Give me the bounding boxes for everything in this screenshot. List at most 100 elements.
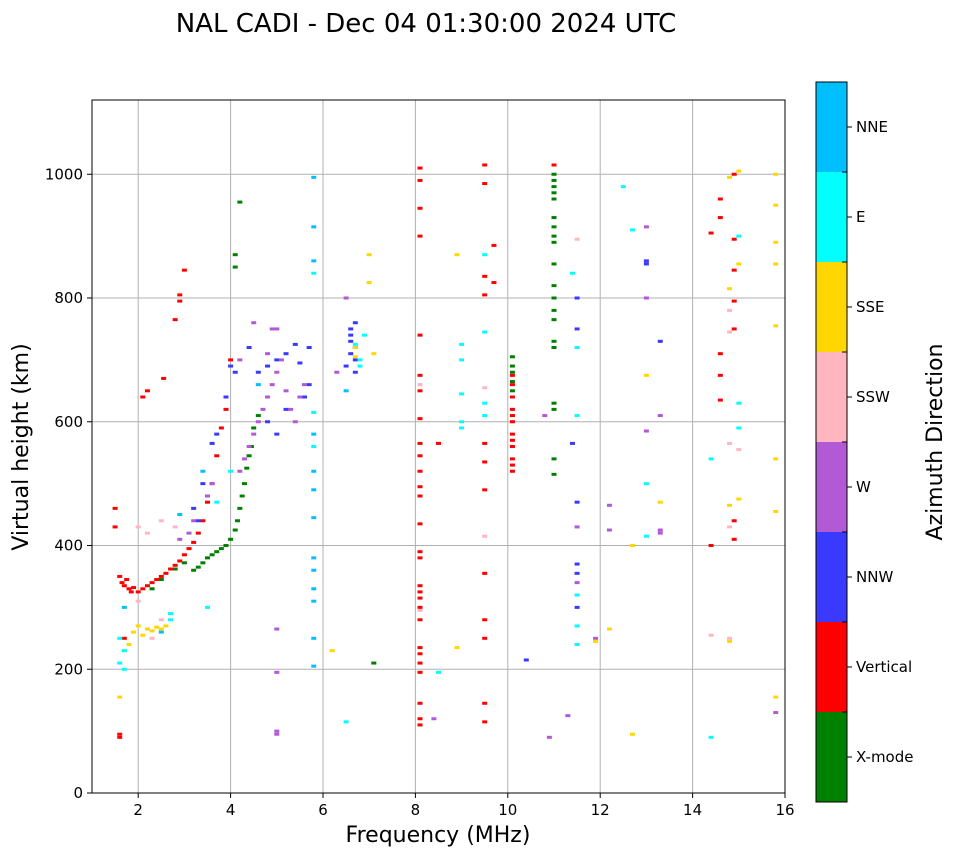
data-point — [218, 547, 224, 551]
data-point — [357, 364, 363, 368]
data-point — [773, 240, 779, 244]
data-point — [509, 370, 515, 374]
data-point — [727, 503, 733, 507]
data-point — [417, 522, 423, 526]
data-point — [551, 401, 557, 405]
data-point — [144, 389, 150, 393]
data-point — [717, 373, 723, 377]
data-point — [417, 234, 423, 238]
data-point — [593, 639, 599, 643]
data-point — [551, 225, 557, 229]
colorbar-segment — [816, 532, 847, 622]
data-point — [214, 500, 220, 504]
data-point — [551, 318, 557, 322]
data-point — [265, 395, 271, 399]
series-e — [117, 185, 742, 739]
data-point — [736, 234, 742, 238]
data-point — [311, 636, 317, 640]
y-tick-label: 600 — [54, 413, 83, 431]
data-point — [727, 639, 733, 643]
data-point — [274, 370, 280, 374]
data-point — [551, 407, 557, 411]
data-point — [551, 262, 557, 266]
data-point — [255, 414, 261, 418]
data-point — [366, 281, 372, 285]
data-point — [482, 618, 488, 622]
data-point — [417, 441, 423, 445]
data-point — [306, 383, 312, 387]
data-point — [431, 717, 437, 721]
data-point — [348, 333, 354, 337]
data-point — [214, 454, 220, 458]
data-point — [551, 178, 557, 182]
data-point — [565, 714, 571, 718]
data-point — [117, 636, 123, 640]
data-point — [551, 234, 557, 238]
data-point — [551, 191, 557, 195]
data-point — [417, 550, 423, 554]
data-point — [482, 401, 488, 405]
data-point — [731, 172, 737, 176]
data-point — [241, 457, 247, 461]
data-point — [459, 358, 465, 362]
x-tick-label: 6 — [318, 801, 328, 819]
data-point — [454, 253, 460, 257]
data-point — [161, 376, 167, 380]
data-point — [191, 519, 197, 523]
data-point — [135, 624, 141, 628]
data-point — [292, 342, 298, 346]
data-point — [209, 441, 215, 445]
data-point — [149, 629, 155, 633]
data-point — [144, 584, 150, 588]
data-point — [200, 482, 206, 486]
data-point — [244, 466, 250, 470]
data-point — [551, 172, 557, 176]
data-point — [509, 463, 515, 467]
data-point — [121, 667, 127, 671]
data-point — [482, 163, 488, 167]
data-point — [417, 661, 423, 665]
data-point — [574, 571, 580, 575]
colorbar-tick-label: X-mode — [856, 748, 913, 766]
data-point — [417, 701, 423, 705]
data-point — [168, 618, 174, 622]
data-point — [228, 364, 234, 368]
data-point — [251, 321, 257, 325]
data-point — [172, 567, 178, 571]
data-point — [482, 386, 488, 390]
data-point — [209, 553, 215, 557]
data-point — [773, 711, 779, 715]
data-point — [643, 225, 649, 229]
data-point — [348, 339, 354, 343]
data-point — [237, 358, 243, 362]
data-point — [717, 216, 723, 220]
data-point — [177, 559, 183, 563]
colorbar-tick-label: E — [856, 208, 865, 226]
data-point — [731, 237, 737, 241]
data-point — [181, 561, 187, 565]
data-point — [436, 670, 441, 674]
plot-frame — [91, 99, 786, 794]
y-axis-label: Virtual height (km) — [9, 343, 34, 550]
data-point — [186, 547, 192, 551]
data-point — [186, 531, 192, 535]
data-point — [311, 259, 317, 263]
data-point — [657, 528, 663, 532]
data-point — [523, 658, 529, 662]
data-point — [736, 401, 742, 405]
data-point — [606, 627, 612, 631]
colorbar-label: Azimuth Direction — [923, 343, 948, 540]
data-point — [311, 271, 317, 275]
data-point — [251, 426, 257, 430]
data-point — [311, 568, 317, 572]
data-point — [717, 398, 723, 402]
data-point — [302, 395, 308, 399]
data-point — [482, 293, 488, 297]
data-point — [551, 216, 557, 220]
plot-area — [112, 163, 779, 739]
data-point — [329, 649, 335, 653]
data-point — [223, 407, 229, 411]
data-point — [163, 624, 169, 628]
data-point — [214, 432, 220, 436]
